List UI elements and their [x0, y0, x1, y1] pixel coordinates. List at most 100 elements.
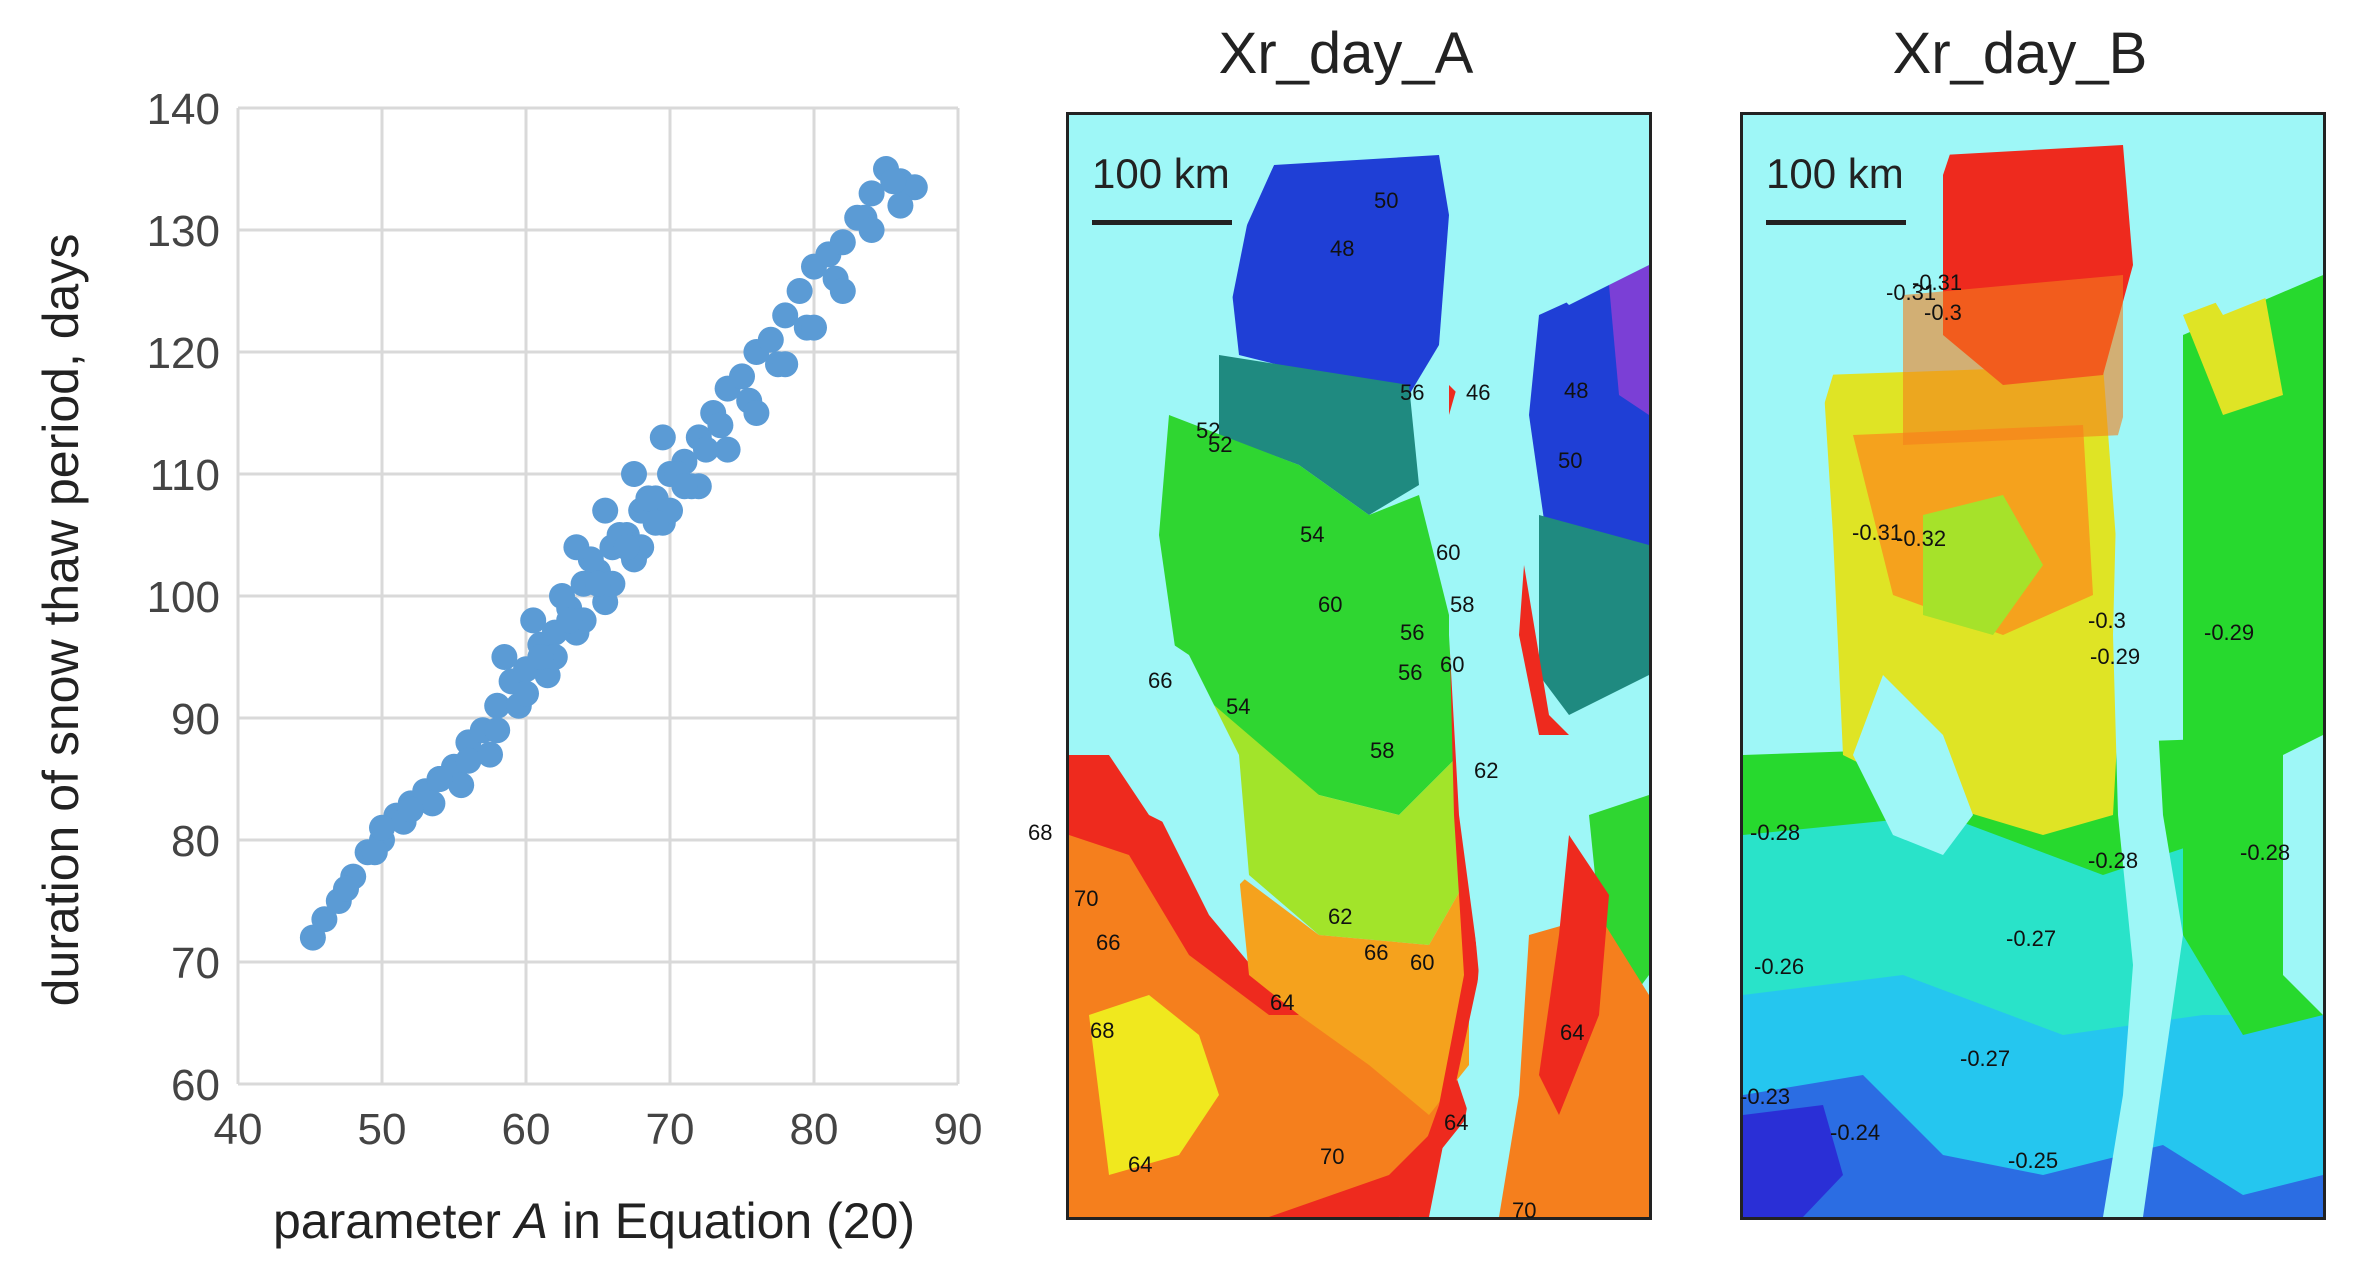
map-a-contour-label: 58 — [1370, 738, 1395, 763]
map-a-contour-label: 68 — [1028, 820, 1053, 845]
map-a-contour-label: 56 — [1398, 660, 1423, 685]
map-b-east-yellow — [2183, 285, 2283, 415]
x-tick-label: 90 — [934, 1105, 983, 1154]
map-a-scalebar-label: 100 km — [1092, 150, 1230, 197]
scatter-point — [707, 412, 734, 439]
map-a-contour-label: 52 — [1196, 418, 1221, 443]
map-a-contour-label: 66 — [1148, 668, 1173, 693]
map-a-contour-label: 58 — [1450, 592, 1475, 617]
map-b-contour-label: -0.28 — [1750, 820, 1801, 845]
scatter-point — [729, 363, 755, 390]
map-a-region-orange2 — [1239, 875, 1469, 1115]
map-b-contour-label: -0.29 — [2204, 620, 2255, 645]
map-b-sea-north-east — [2193, 115, 2323, 315]
scatter-point — [801, 314, 827, 341]
scatter-point — [772, 302, 799, 329]
scatter-chart: 60 70 80 90 100 110 120 130 140 40 50 60 70 80 90 dur… — [33, 85, 983, 1249]
map-b-bay — [1853, 675, 1973, 855]
scatter-point — [419, 790, 446, 817]
y-tick-label: 80 — [171, 817, 220, 866]
scatter-point — [513, 680, 539, 707]
map-a-contour-label: 60 — [1440, 652, 1465, 677]
scatter-point — [858, 180, 885, 207]
map-b-contour-label: -0.23 — [1740, 1084, 1791, 1109]
map-a-contour-label: 60 — [1318, 592, 1343, 617]
map-a-contour-label: 46 — [1466, 380, 1491, 405]
map-b-contour-label: -0.32 — [1896, 526, 1947, 551]
scatter-point — [880, 168, 907, 195]
map-a-contour-label: 60 — [1436, 540, 1461, 565]
map-a-contour-label: 50 — [1374, 188, 1399, 213]
map-a-contour-label: 48 — [1330, 236, 1355, 261]
scatter-point — [563, 534, 590, 561]
y-tick-labels: 60 70 80 90 100 110 120 130 140 — [147, 85, 220, 1110]
y-tick-label: 100 — [147, 573, 220, 622]
scatter-point — [426, 766, 453, 792]
map-a-contour-label: 62 — [1328, 904, 1353, 929]
map-b-contour-label: -0.31 — [1886, 280, 1937, 305]
map-a-contour-label: 54 — [1226, 694, 1251, 719]
map-a-contour-label: 60 — [1410, 950, 1435, 975]
map-b-scalebar-line — [1766, 220, 1906, 225]
x-axis-label: parameter A in Equation (20) — [273, 1193, 915, 1249]
y-tick-label: 90 — [171, 695, 220, 744]
map-a-title: Xr_day_A — [1218, 21, 1474, 86]
map-a-east-green — [1589, 795, 1649, 1015]
map-b-contours — [1743, 115, 2323, 1217]
scatter-point — [671, 473, 698, 500]
map-b-contour-label: -0.31 — [1912, 270, 1963, 295]
scatter-point — [311, 906, 338, 933]
map-b-scalebar-label: 100 km — [1766, 150, 1904, 197]
map-b-title: Xr_day_B — [1892, 21, 2148, 86]
scatter-point — [484, 717, 511, 744]
map-a-panel — [1066, 112, 1652, 1220]
map-b-sea-channel — [2103, 115, 2223, 1217]
map-b-region-orange-north — [1903, 275, 2123, 445]
scatter-point — [549, 583, 575, 609]
y-tick-label: 70 — [171, 939, 220, 988]
scatter-point — [397, 796, 424, 823]
map-a-region-blue — [1229, 155, 1449, 395]
scatter-point — [829, 278, 856, 304]
map-a-contour-label: 66 — [1364, 940, 1389, 965]
map-a-contour-label: 68 — [1090, 1018, 1115, 1043]
map-a-region-yellow — [1089, 995, 1219, 1175]
scatter-point — [592, 497, 619, 524]
scatter-point — [556, 607, 583, 634]
y-tick-label: 140 — [147, 85, 220, 134]
map-a-contour-label: 50 — [1558, 448, 1583, 473]
scatter-point — [757, 326, 784, 353]
map-a-contour-label: 62 — [1474, 758, 1499, 783]
map-b-contour-label: -0.3 — [2088, 608, 2126, 633]
x-tick-label: 60 — [502, 1105, 551, 1154]
map-a-region-green — [1159, 415, 1459, 815]
scatter-point — [520, 607, 547, 634]
scatter-point — [613, 534, 640, 561]
map-a-contour-label: 66 — [1096, 930, 1121, 955]
map-b-contour-label: -0.27 — [1960, 1046, 2011, 1071]
map-a-contour-label: 54 — [1300, 522, 1325, 547]
map-a-east-teal — [1539, 515, 1649, 715]
scatter-point — [901, 174, 928, 201]
map-b-bay-east — [2283, 735, 2323, 1015]
map-a-sea-west — [1069, 115, 1299, 755]
map-a-contour-label: 64 — [1560, 1020, 1585, 1045]
map-a-contour-label: 64 — [1128, 1152, 1153, 1177]
map-b-panel — [1740, 112, 2326, 1220]
map-a-east-red — [1519, 565, 1569, 735]
y-tick-label: 60 — [171, 1061, 220, 1110]
map-a-sea-channel — [1449, 115, 1569, 1217]
map-a-contour-label: 56 — [1400, 620, 1425, 645]
scatter-point — [369, 814, 395, 841]
scatter-point — [333, 875, 359, 902]
scatter-point — [786, 278, 813, 304]
map-b-contour-label: -0.31 — [1852, 520, 1903, 545]
scatter-points — [299, 156, 928, 951]
map-a-contour-label: 56 — [1400, 380, 1425, 405]
scatter-point — [484, 692, 511, 719]
scatter-point — [361, 839, 388, 866]
y-axis-label: duration of snow thaw period, days — [33, 234, 89, 1007]
scatter-point — [477, 741, 503, 768]
map-b-contour-label: -0.28 — [2088, 848, 2139, 873]
map-a-region-ygreen — [1179, 675, 1469, 945]
